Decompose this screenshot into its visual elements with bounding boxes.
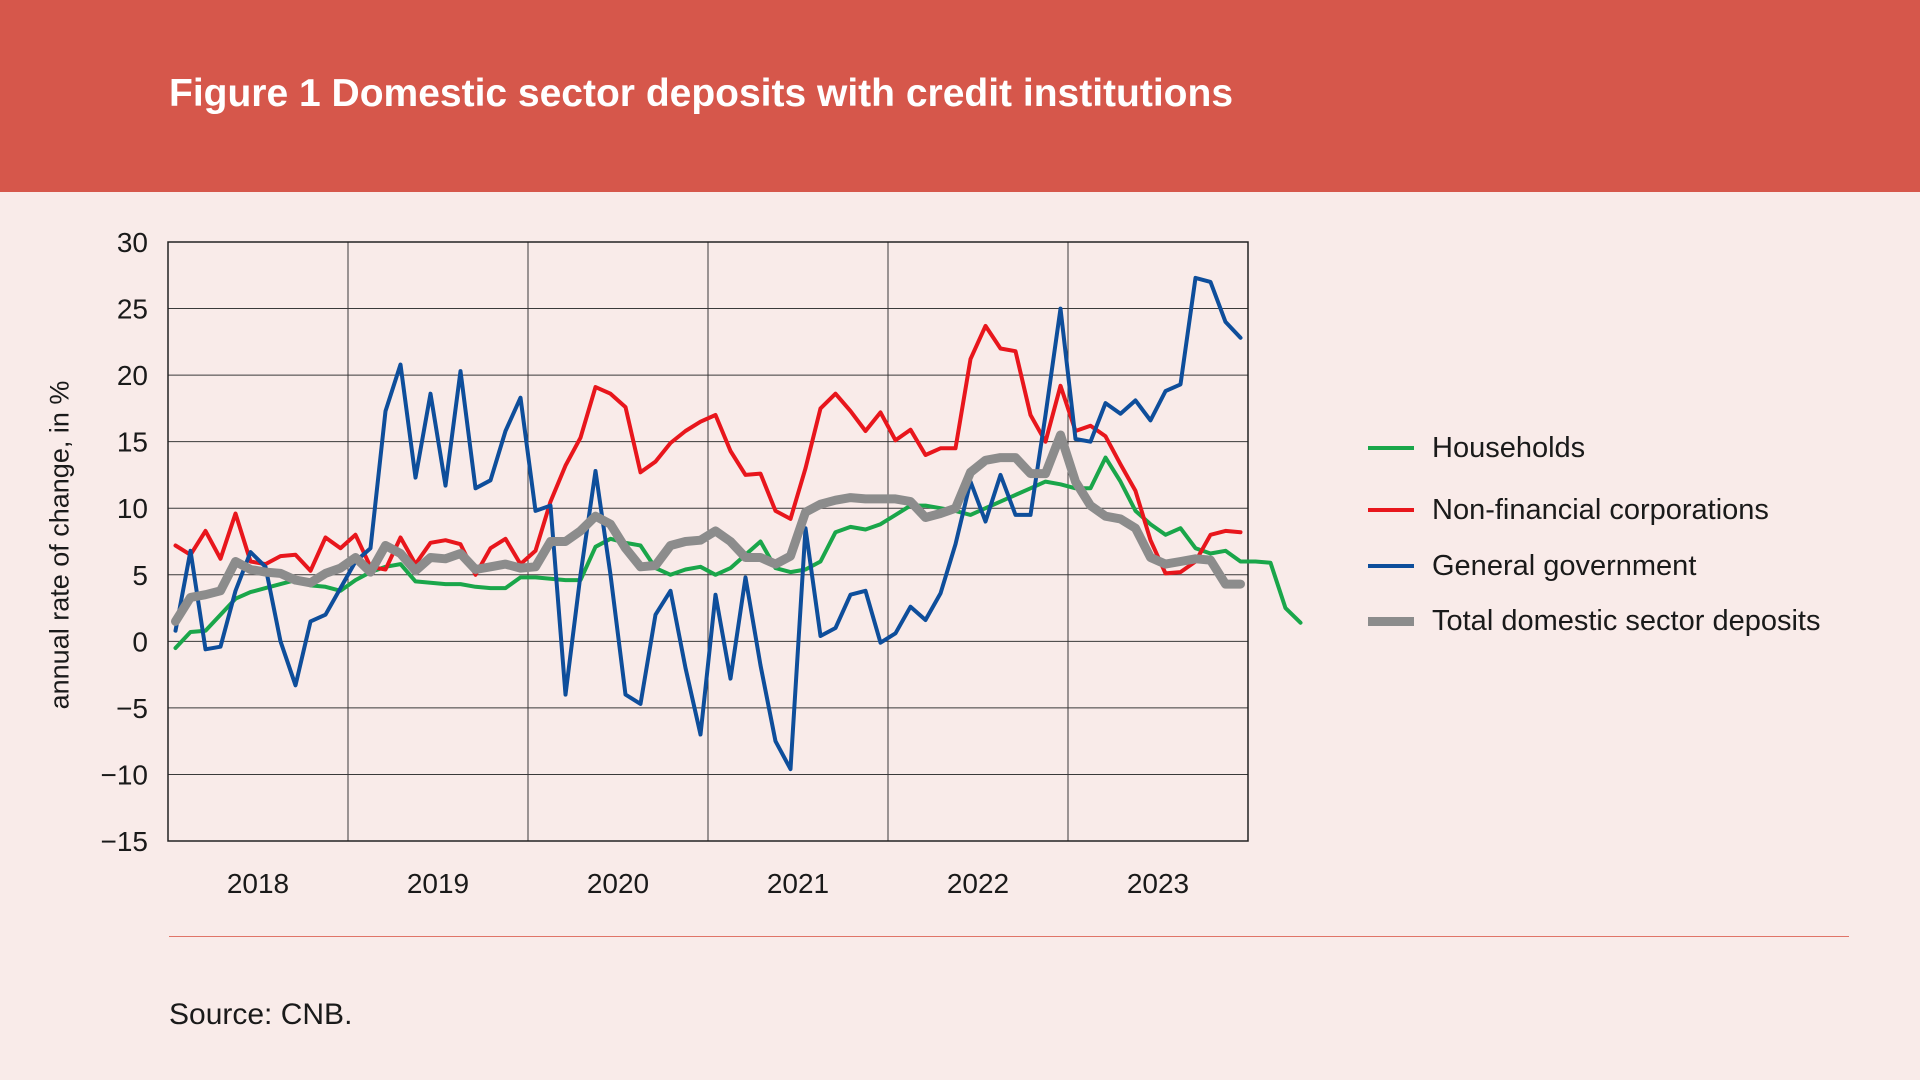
x-tick-label: 2020 — [587, 868, 649, 899]
legend-label-total: Total domestic sector deposits — [1432, 604, 1821, 637]
legend-item-nonfinancial: Non-financial corporations — [1368, 490, 1769, 530]
figure-header-band: Figure 1 Domestic sector deposits with c… — [0, 0, 1920, 192]
x-tick-label: 2019 — [407, 868, 469, 899]
source-note: Source: CNB. — [169, 998, 353, 1031]
legend-swatch-households — [1368, 446, 1414, 450]
series-line-total-domestic-sector-deposits — [171, 430, 1245, 626]
y-tick-label: 30 — [117, 227, 148, 258]
y-tick-label: 15 — [117, 427, 148, 458]
y-tick-label: 0 — [132, 626, 148, 657]
series-line-general-government — [173, 275, 1243, 772]
y-tick-label: 10 — [117, 493, 148, 524]
legend-item-total: Total domestic sector deposits — [1368, 601, 1820, 641]
line-chart: 30 25 20 15 10 5 0 −5 −10 −15 2018 2019 2020 2021 2022… — [101, 227, 1303, 899]
series-line-households — [173, 455, 1303, 650]
x-tick-label: 2021 — [767, 868, 829, 899]
plot-frame — [167, 241, 1249, 842]
legend-item-households: Households — [1368, 428, 1585, 468]
y-tick-label: 25 — [117, 294, 148, 325]
y-tick-label: −5 — [116, 693, 148, 724]
legend-label-households: Households — [1432, 431, 1586, 464]
figure-title: Figure 1 Domestic sector deposits with c… — [169, 72, 1234, 115]
x-tick-label: 2023 — [1127, 868, 1189, 899]
y-tick-label: −10 — [101, 759, 149, 790]
legend-label-nonfinancial: Non-financial corporations — [1432, 493, 1769, 526]
y-tick-label: 20 — [117, 360, 148, 391]
footer-divider — [169, 936, 1849, 937]
x-tick-label: 2022 — [947, 868, 1009, 899]
series-line-non-financial-corporations — [173, 323, 1243, 577]
y-tick-label: 5 — [132, 560, 148, 591]
legend-item-general-government: General government — [1368, 546, 1696, 586]
legend-label-general-government: General government — [1432, 549, 1697, 582]
legend-swatch-nonfinancial — [1368, 508, 1414, 512]
legend-swatch-total — [1368, 616, 1414, 626]
y-tick-label: −15 — [101, 826, 149, 857]
legend-swatch-general-government — [1368, 564, 1414, 568]
x-tick-label: 2018 — [227, 868, 289, 899]
